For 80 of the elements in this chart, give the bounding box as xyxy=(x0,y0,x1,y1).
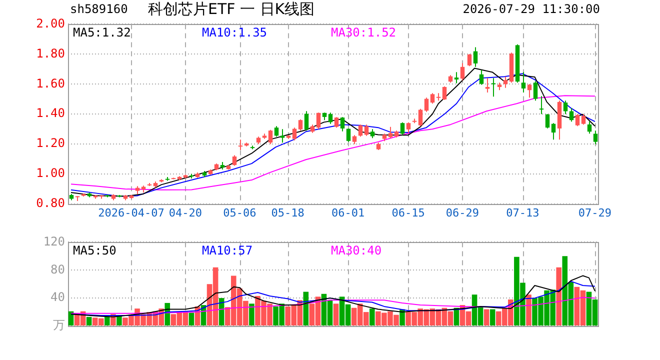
candlestick xyxy=(569,108,574,122)
x-tick-label: 04-20 xyxy=(168,206,202,220)
bar xyxy=(490,309,496,326)
y-tick-label: 120 xyxy=(43,234,65,248)
candlestick xyxy=(587,121,592,134)
candlestick xyxy=(400,122,405,136)
candlestick xyxy=(358,124,363,138)
candlestick xyxy=(563,100,568,115)
candlestick xyxy=(334,116,339,128)
candlestick xyxy=(533,80,538,102)
candlestick xyxy=(364,124,369,136)
candlestick xyxy=(430,92,435,104)
bar xyxy=(249,304,254,326)
text: MA30:1.52 xyxy=(331,25,396,40)
candlestick xyxy=(581,114,586,126)
candlestick xyxy=(551,122,556,140)
candlestick xyxy=(521,72,526,94)
candlestick xyxy=(292,127,297,141)
y-tick-label: 1.60 xyxy=(36,76,65,90)
x-tick-label: 06-15 xyxy=(392,206,425,220)
x-tick-label: 06-29 xyxy=(446,206,480,220)
candlestick xyxy=(593,130,598,145)
bar xyxy=(188,312,194,326)
chart-title: 科创芯片ETF 一 日K线图 xyxy=(148,0,315,19)
candlestick xyxy=(340,116,345,132)
candlestick xyxy=(485,78,490,94)
text: MA30:40 xyxy=(331,243,382,258)
candlestick xyxy=(539,96,544,115)
candlestick xyxy=(460,62,465,81)
candlestick xyxy=(503,76,508,88)
candlestick xyxy=(388,126,393,139)
candlestick xyxy=(346,128,351,142)
y-tick-label: 80 xyxy=(50,262,65,276)
candlestick xyxy=(280,128,285,144)
candlestick xyxy=(406,122,411,134)
candlestick xyxy=(304,110,309,132)
text: sh589160 xyxy=(70,2,128,16)
candlestick xyxy=(479,70,484,86)
y-tick-label: 1.80 xyxy=(36,46,65,60)
candlestick xyxy=(575,114,580,127)
candlestick xyxy=(298,118,303,132)
candlestick xyxy=(274,126,279,138)
y-tick-label: 万 xyxy=(53,318,65,332)
candlestick xyxy=(491,78,496,98)
text: 2026-07-29 11:30:00 xyxy=(462,2,600,16)
y-tick-label: 0.80 xyxy=(36,196,65,210)
candlestick xyxy=(316,112,321,130)
candlestick xyxy=(442,86,447,100)
candlestick xyxy=(238,139,243,151)
bar xyxy=(370,308,375,326)
candlestick xyxy=(424,97,429,112)
x-tick-label: 07-29 xyxy=(578,206,612,220)
candlestick xyxy=(328,112,333,124)
candlestick xyxy=(545,114,550,129)
candlestick xyxy=(473,46,478,68)
x-tick-label: 05-18 xyxy=(271,206,304,220)
bar xyxy=(556,267,562,326)
text: MA5:1.32 xyxy=(73,25,131,40)
candlestick xyxy=(467,54,472,67)
y-tick-label: 1.20 xyxy=(36,136,65,150)
x-tick-label: 06-01 xyxy=(331,206,365,220)
bar xyxy=(86,316,92,326)
text: MA10:57 xyxy=(202,243,253,258)
x-tick-label: 05-06 xyxy=(223,206,256,220)
y-tick-label: 1.40 xyxy=(36,106,65,120)
bar xyxy=(484,309,490,326)
x-tick-label: 2026-04-07 xyxy=(98,206,164,220)
y-tick-label: 2.00 xyxy=(36,16,65,30)
text: MA10:1.35 xyxy=(202,25,268,40)
candlestick xyxy=(527,84,532,98)
candlestick xyxy=(232,154,237,166)
candlestick xyxy=(418,108,423,127)
y-tick-label: 40 xyxy=(50,290,65,304)
x-tick-label: 07-13 xyxy=(506,206,540,220)
candlestick xyxy=(268,129,273,145)
y-tick-label: 1.00 xyxy=(36,166,65,180)
text: MA5:50 xyxy=(73,243,116,258)
bar xyxy=(333,304,339,326)
candlestick xyxy=(454,72,459,84)
bar xyxy=(303,292,309,326)
